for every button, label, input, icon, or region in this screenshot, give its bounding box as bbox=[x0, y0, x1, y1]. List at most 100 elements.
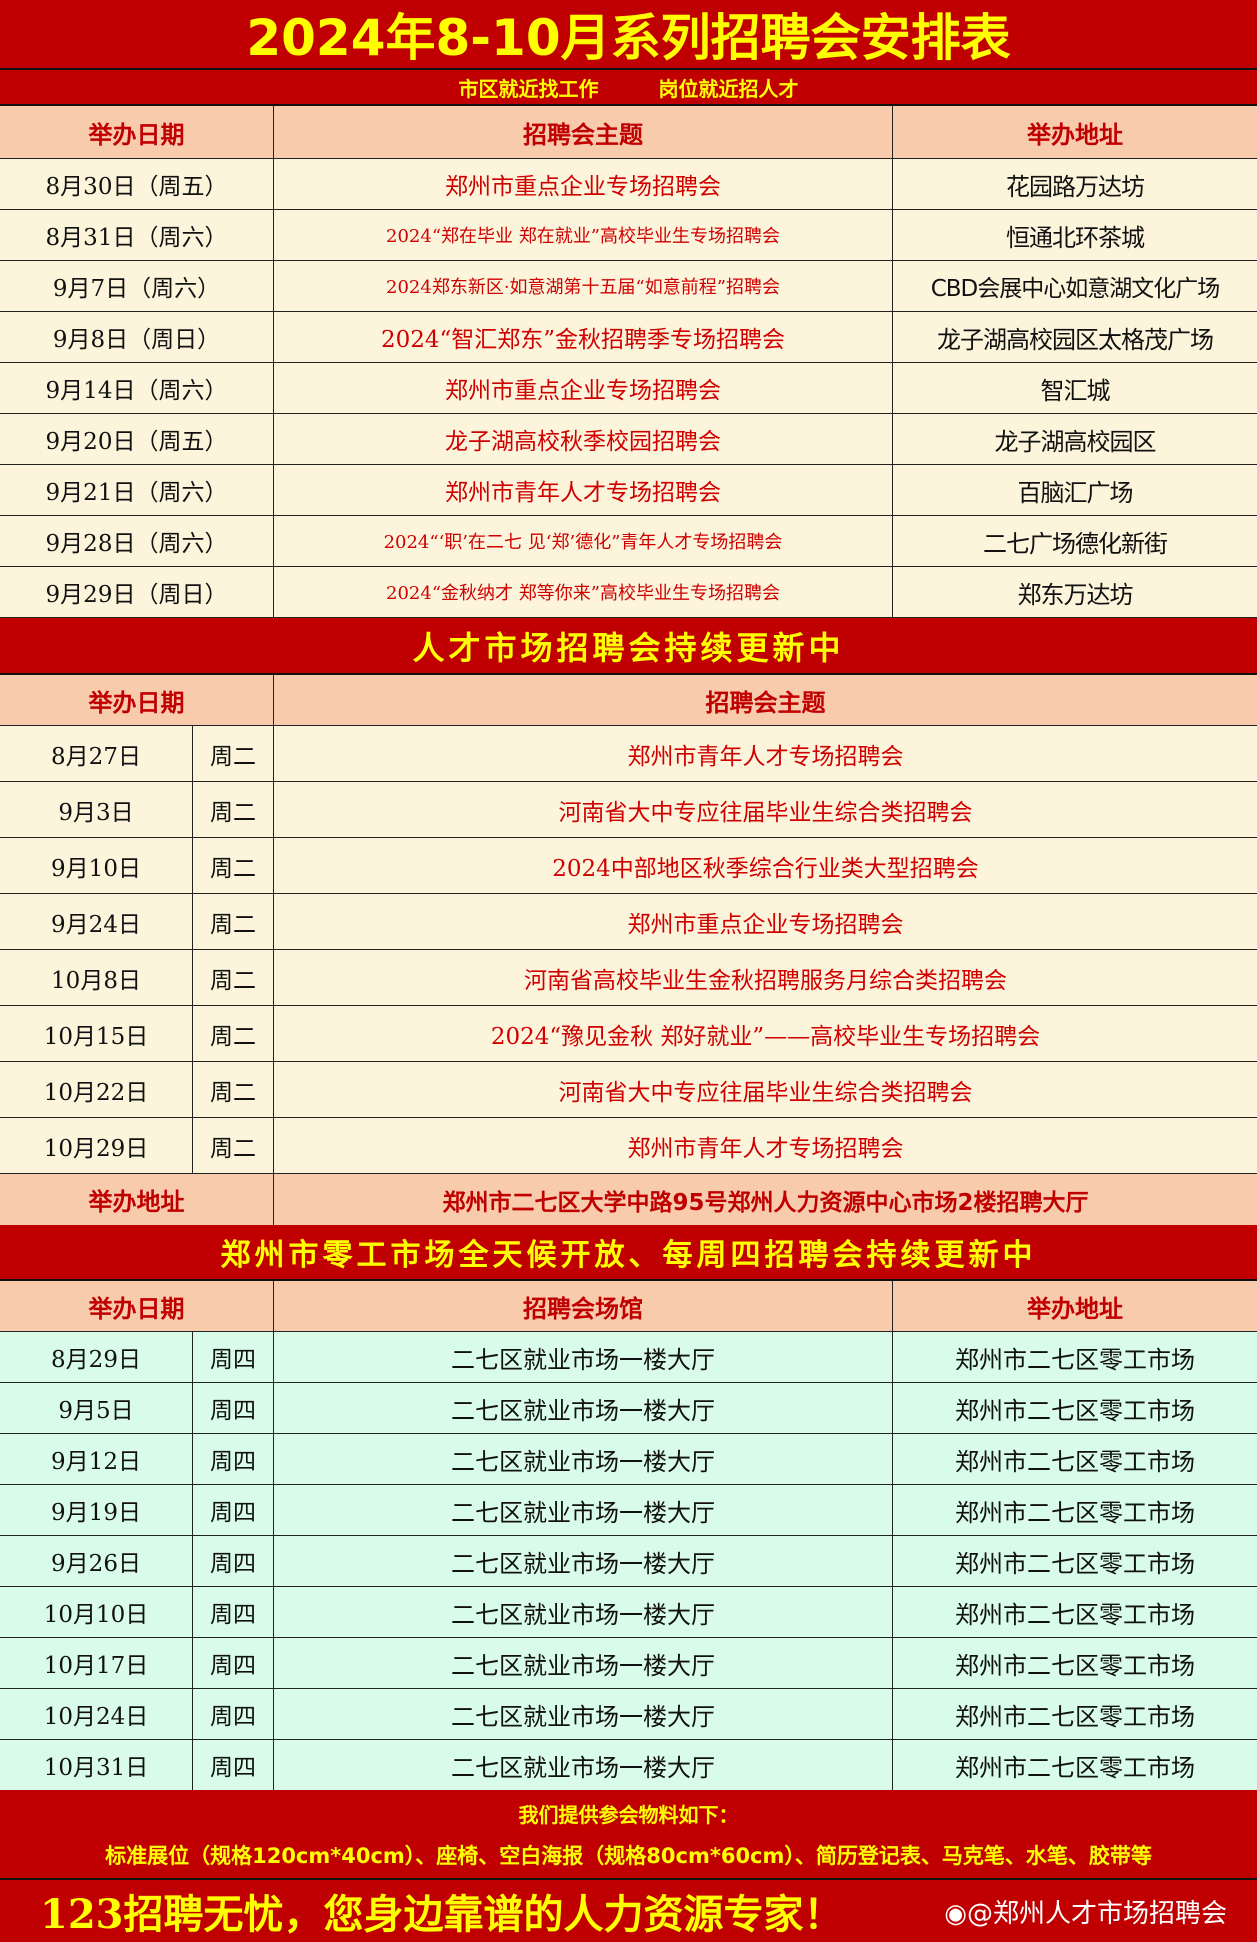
weekday-cell: 周四 bbox=[193, 1383, 274, 1433]
weibo-icon: ◉ bbox=[944, 1898, 967, 1929]
table-row: 10月31日 周四 二七区就业市场一楼大厅 郑州市二七区零工市场 bbox=[0, 1740, 1257, 1791]
table-row: 10月17日 周四 二七区就业市场一楼大厅 郑州市二七区零工市场 bbox=[0, 1638, 1257, 1689]
schedule-table-3: 举办日期 招聘会场馆 举办地址 8月29日 周四 二七区就业市场一楼大厅 郑州市二七区零工市… bbox=[0, 1281, 1257, 1791]
address-cell: 二七广场德化新街 bbox=[983, 529, 1168, 558]
address-cell: 郑州市二七区零工市场 bbox=[955, 1498, 1195, 1527]
table-row: 10月22日 周二 河南省大中专应往届毕业生综合类招聘会 bbox=[0, 1062, 1257, 1118]
weekday-cell: 周四 bbox=[193, 1587, 274, 1637]
date-cell: 9月7日（周六） bbox=[0, 261, 274, 311]
table-row: 8月30日（周五） 郑州市重点企业专场招聘会 花园路万达坊 bbox=[0, 159, 1257, 210]
date-cell: 8月30日（周五） bbox=[0, 159, 274, 209]
table-row: 9月8日（周日） 2024“智汇郑东”金秋招聘季专场招聘会 龙子湖高校园区太格茂广场 bbox=[0, 312, 1257, 363]
table-row: 8月27日 周二 郑州市青年人才专场招聘会 bbox=[0, 726, 1257, 782]
topic-cell: 郑州市青年人才专场招聘会 bbox=[274, 465, 893, 515]
date-cell: 9月10日 bbox=[0, 838, 193, 893]
topic-cell: 2024郑东新区·如意湖第十五届“如意前程”招聘会 bbox=[274, 261, 893, 311]
weekday-cell: 周四 bbox=[193, 1638, 274, 1688]
topic-cell: 郑州市重点企业专场招聘会 bbox=[627, 911, 904, 938]
address-cell: 郑州市二七区零工市场 bbox=[955, 1447, 1195, 1476]
table-row: 9月10日 周二 2024中部地区秋季综合行业类大型招聘会 bbox=[0, 838, 1257, 894]
topic-cell: 2024“金秋纳才 郑等你来”高校毕业生专场招聘会 bbox=[274, 567, 893, 617]
table-row: 9月12日 周四 二七区就业市场一楼大厅 郑州市二七区零工市场 bbox=[0, 1434, 1257, 1485]
date-cell: 10月17日 bbox=[0, 1638, 193, 1688]
address-cell: 花园路万达坊 bbox=[1006, 172, 1145, 201]
address-cell: 郑州市二七区零工市场 bbox=[955, 1549, 1195, 1578]
address-cell: 龙子湖高校园区 bbox=[994, 427, 1157, 456]
watermark: ◉@郑州人才市场招聘会 bbox=[944, 1893, 1227, 1930]
address-cell: 智汇城 bbox=[1040, 376, 1111, 405]
table-row: 8月31日（周六） 2024“郑在毕业 郑在就业”高校毕业生专场招聘会 恒通北环茶城 bbox=[0, 210, 1257, 261]
section3-banner: 郑州市零工市场全天候开放、每周四招聘会持续更新中 bbox=[0, 1225, 1257, 1281]
materials-list: 标准展位（规格120cm*40cm）、座椅、空白海报（规格80cm*60cm）、… bbox=[105, 1843, 1152, 1868]
date-cell: 9月20日（周五） bbox=[0, 414, 274, 464]
weekday-cell: 周二 bbox=[193, 838, 274, 893]
weekday-cell: 周四 bbox=[193, 1689, 274, 1739]
slogan: 123招聘无忧，您身边靠谱的人力资源专家！ bbox=[40, 1891, 844, 1938]
header-cell: 招聘会场馆 bbox=[274, 1281, 893, 1331]
address-cell: 郑州市二七区零工市场 bbox=[955, 1396, 1195, 1425]
header-row: 举办日期 招聘会场馆 举办地址 bbox=[0, 1281, 1257, 1332]
table-row: 10月15日 周二 2024“豫见金秋 郑好就业”——高校毕业生专场招聘会 bbox=[0, 1006, 1257, 1062]
date-cell: 9月14日（周六） bbox=[0, 363, 274, 413]
date-cell: 9月8日（周日） bbox=[0, 312, 274, 362]
date-cell: 10月22日 bbox=[0, 1062, 193, 1117]
address-cell: 恒通北环茶城 bbox=[1006, 223, 1145, 252]
table-row: 9月7日（周六） 2024郑东新区·如意湖第十五届“如意前程”招聘会 CBD会展中心… bbox=[0, 261, 1257, 312]
page-title-banner: 2024年8-10月系列招聘会安排表 bbox=[0, 0, 1257, 70]
date-cell: 9月28日（周六） bbox=[0, 516, 274, 566]
table-row: 9月3日 周二 河南省大中专应往届毕业生综合类招聘会 bbox=[0, 782, 1257, 838]
topic-cell: 2024“‘职’在二七 见‘郑’德化”青年人才专场招聘会 bbox=[274, 516, 893, 566]
header-cell: 招聘会主题 bbox=[705, 688, 826, 717]
watermark-text: @郑州人才市场招聘会 bbox=[966, 1898, 1227, 1929]
topic-cell: 河南省大中专应往届毕业生综合类招聘会 bbox=[558, 1079, 973, 1106]
date-cell: 10月8日 bbox=[0, 950, 193, 1005]
date-cell: 9月19日 bbox=[0, 1485, 193, 1535]
weekday-cell: 周二 bbox=[193, 950, 274, 1005]
table-row: 8月29日 周四 二七区就业市场一楼大厅 郑州市二七区零工市场 bbox=[0, 1332, 1257, 1383]
table-row: 10月29日 周二 郑州市青年人才专场招聘会 bbox=[0, 1118, 1257, 1174]
topic-cell: 郑州市青年人才专场招聘会 bbox=[627, 743, 904, 770]
section3-title: 郑州市零工市场全天候开放、每周四招聘会持续更新中 bbox=[220, 1238, 1037, 1273]
date-cell: 10月29日 bbox=[0, 1118, 193, 1173]
subtitle: 市区就近找工作 岗位就近招人才 bbox=[458, 76, 799, 101]
weekday-cell: 周四 bbox=[193, 1332, 274, 1382]
date-cell: 10月15日 bbox=[0, 1006, 193, 1061]
date-cell: 9月21日（周六） bbox=[0, 465, 274, 515]
topic-cell: 郑州市重点企业专场招聘会 bbox=[274, 159, 893, 209]
header-row: 举办日期 招聘会主题 举办地址 bbox=[0, 106, 1257, 159]
date-cell: 9月29日（周日） bbox=[0, 567, 274, 617]
venue-cell: 二七区就业市场一楼大厅 bbox=[274, 1536, 893, 1586]
weekday-cell: 周二 bbox=[193, 726, 274, 781]
address-cell: 龙子湖高校园区太格茂广场 bbox=[937, 325, 1214, 354]
date-cell: 9月26日 bbox=[0, 1536, 193, 1586]
weekday-cell: 周二 bbox=[193, 1062, 274, 1117]
materials-title: 我们提供参会物料如下： bbox=[518, 1802, 739, 1827]
date-cell: 9月12日 bbox=[0, 1434, 193, 1484]
address-cell: 郑州市二七区零工市场 bbox=[955, 1651, 1195, 1680]
section2-title: 人才市场招聘会持续更新中 bbox=[412, 628, 845, 667]
venue-cell: 二七区就业市场一楼大厅 bbox=[274, 1383, 893, 1433]
table-row: 9月5日 周四 二七区就业市场一楼大厅 郑州市二七区零工市场 bbox=[0, 1383, 1257, 1434]
header-cell: 举办日期 bbox=[0, 106, 274, 158]
table-row: 10月10日 周四 二七区就业市场一楼大厅 郑州市二七区零工市场 bbox=[0, 1587, 1257, 1638]
date-cell: 9月5日 bbox=[0, 1383, 193, 1433]
topic-cell: 河南省大中专应往届毕业生综合类招聘会 bbox=[558, 799, 973, 826]
schedule-table-2: 举办日期 招聘会主题 8月27日 周二 郑州市青年人才专场招聘会 9月3日 周二 河南省大中专… bbox=[0, 675, 1257, 1226]
topic-cell: 龙子湖高校秋季校园招聘会 bbox=[274, 414, 893, 464]
table-row: 10月24日 周四 二七区就业市场一楼大厅 郑州市二七区零工市场 bbox=[0, 1689, 1257, 1740]
topic-cell: 郑州市青年人才专场招聘会 bbox=[627, 1135, 904, 1162]
slogan-banner: 123招聘无忧，您身边靠谱的人力资源专家！ ◉@郑州人才市场招聘会 bbox=[0, 1880, 1257, 1942]
page-title: 2024年8-10月系列招聘会安排表 bbox=[246, 9, 1011, 67]
weekday-cell: 周二 bbox=[193, 1118, 274, 1173]
schedule-table-1: 举办日期 招聘会主题 举办地址 8月30日（周五） 郑州市重点企业专场招聘会 花园路万达坊… bbox=[0, 106, 1257, 618]
header-cell: 举办日期 bbox=[0, 1281, 274, 1331]
materials-banner: 我们提供参会物料如下： 标准展位（规格120cm*40cm）、座椅、空白海报（规… bbox=[0, 1790, 1257, 1880]
weekday-cell: 周四 bbox=[193, 1536, 274, 1586]
header-cell: 举办日期 bbox=[0, 675, 274, 725]
address-cell: 郑东万达坊 bbox=[1017, 580, 1134, 609]
address-cell: 郑州市二七区零工市场 bbox=[955, 1345, 1195, 1374]
address-row: 举办地址 郑州市二七区大学中路95号郑州人力资源中心市场2楼招聘大厅 bbox=[0, 1174, 1257, 1226]
weekday-cell: 周四 bbox=[193, 1434, 274, 1484]
venue-cell: 二七区就业市场一楼大厅 bbox=[274, 1638, 893, 1688]
topic-cell: 2024“豫见金秋 郑好就业”——高校毕业生专场招聘会 bbox=[490, 1023, 1041, 1050]
